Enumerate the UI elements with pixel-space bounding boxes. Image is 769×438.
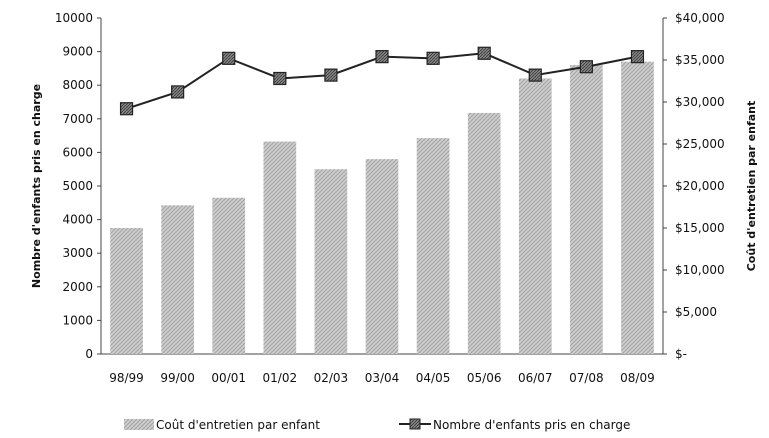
x-axis-ticks: 98/99 99/00 00/01 01/02 02/03 03/04 04/05 05/06… [109,371,655,385]
y-right-tick-label: $40,000 [675,11,725,25]
line-series [119,46,645,116]
x-tick-label: 01/02 [263,371,298,385]
y-axis-right-title: Coût d'entretien par enfant [745,101,758,272]
y-left-tick-label: 6000 [62,145,93,159]
x-tick-label: 03/04 [365,371,400,385]
y-axis-left-title: Nombre d'enfants pris en charge [30,84,43,288]
bar [314,169,348,354]
bar [467,112,501,354]
x-tick-label: 04/05 [416,371,451,385]
line-point [171,85,185,99]
line-point [375,50,389,64]
y-right-tick-label: $20,000 [675,179,725,193]
line-point [273,71,287,86]
bar [518,78,552,354]
y-right-tick-label: $5,000 [675,305,717,319]
bar [161,205,194,354]
legend-bar-label: Coût d'entretien par enfant [156,418,320,432]
y-right-tick-label: $35,000 [675,53,725,67]
line-point [579,60,593,74]
y-left-tick-label: 3000 [62,246,93,260]
line-point [426,51,440,65]
bar [365,159,399,354]
bar [621,61,654,355]
y-right-tick-label: $25,000 [675,137,725,151]
x-tick-label: 98/99 [109,371,144,385]
x-tick-label: 99/00 [160,371,195,385]
y-left-tick-label: 5000 [62,179,93,193]
y-left-tick-label: 0 [85,347,93,361]
y-left-tick-label: 10000 [55,11,93,25]
x-tick-label: 07/08 [569,371,604,385]
x-tick-label: 05/06 [467,371,502,385]
line-point [324,68,338,82]
bar [263,141,297,354]
bar [212,197,246,354]
y-right-tick-label: $- [675,347,687,361]
line-point [477,46,491,60]
legend-bar-swatch [124,419,154,430]
y-right-tick-label: $10,000 [675,263,725,277]
x-tick-label: 06/07 [518,371,553,385]
line-point [119,102,134,116]
y-left-tick-label: 2000 [62,280,93,294]
y-left-tick-label: 7000 [62,112,93,126]
legend-line-marker [409,418,421,430]
y-left-tick-label: 4000 [62,213,93,227]
bar [570,65,603,354]
y-left-tick-label: 1000 [62,313,93,327]
y-right-tick-label: $30,000 [675,95,725,109]
bar-series [110,61,654,355]
bar [110,228,143,354]
line-point [630,50,645,64]
y-left-tick-label: 8000 [62,78,93,92]
legend-line-label: Nombre d'enfants pris en charge [433,418,630,432]
y-axis-left-ticks: 0 1000 2000 3000 4000 5000 6000 7000 8000 9000 100… [55,11,101,361]
x-tick-label: 00/01 [211,371,246,385]
line-point [222,51,236,65]
line-point [528,68,542,82]
y-right-tick-label: $15,000 [675,221,725,235]
x-tick-label: 08/09 [620,371,655,385]
y-left-tick-label: 9000 [62,45,93,59]
legend: Coût d'entretien par enfant Nombre d'enf… [124,418,630,432]
y-axis-right-ticks: $- $5,000 $10,000 $15,000 $20,000 $25,000 $30,… [663,11,725,361]
bar [416,138,450,354]
x-tick-label: 02/03 [314,371,349,385]
